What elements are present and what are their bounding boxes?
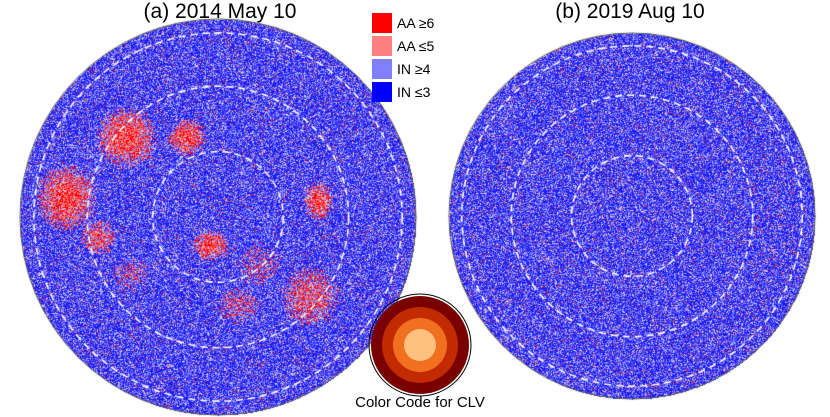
legend-swatch [372,81,392,102]
clv-ring-center [404,329,436,361]
legend-label: AA ≤5 [397,37,435,54]
legend-label: AA ≥6 [397,14,435,31]
legend-item-in4: IN ≥4 [372,57,450,80]
legend-label: IN ≤3 [397,83,431,100]
solar-disk-2019-image [447,31,817,401]
legend-item-aa5: AA ≤5 [372,34,450,57]
legend: AA ≥6 AA ≤5 IN ≥4 IN ≤3 [372,11,450,103]
solar-disk-2014-image [18,17,418,417]
legend-swatch [372,12,392,33]
clv-outline [368,293,472,397]
clv-caption: Color Code for CLV [355,394,485,411]
clv-color-code [367,292,473,403]
legend-swatch [372,58,392,79]
legend-label: IN ≥4 [397,60,431,77]
panel-b-title: (b) 2019 Aug 10 [555,0,705,23]
legend-item-aa6: AA ≥6 [372,11,450,34]
legend-swatch [372,35,392,56]
legend-item-in3: IN ≤3 [372,80,450,103]
